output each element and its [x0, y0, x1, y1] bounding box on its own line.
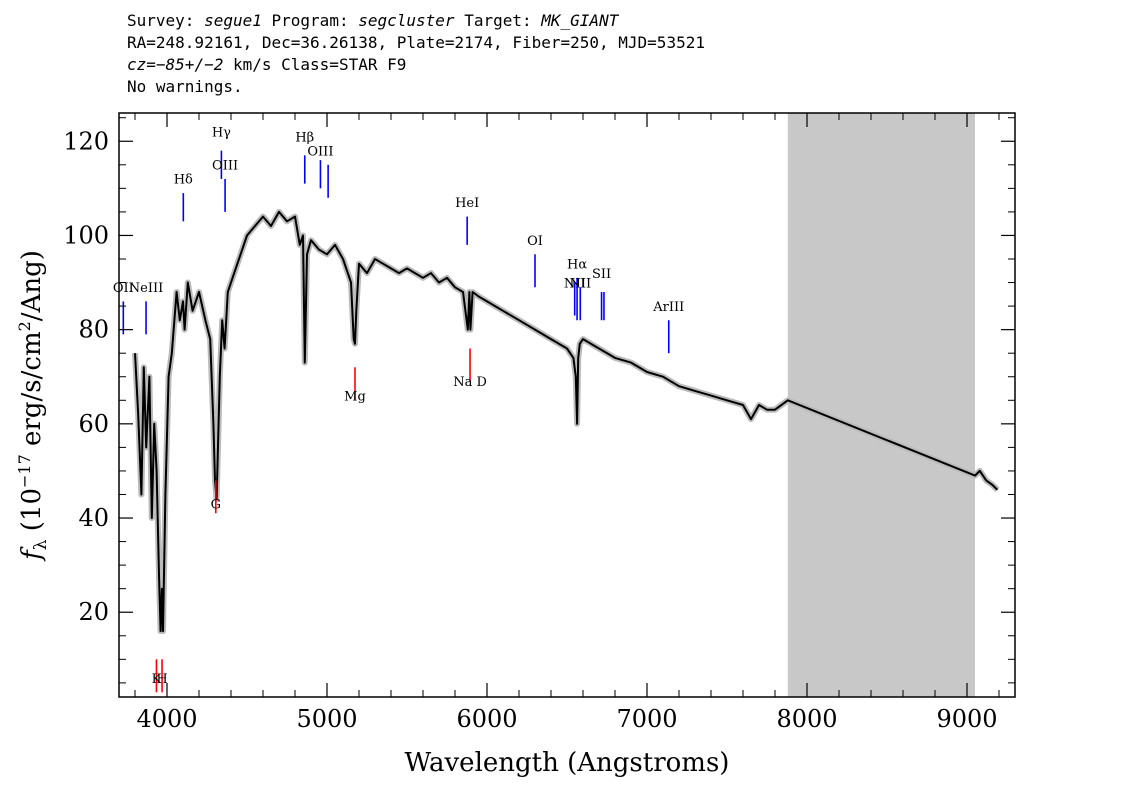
line-marker-label: Hδ: [174, 173, 193, 188]
x-tick-label: 5000: [296, 705, 357, 733]
x-tick-label: 8000: [776, 705, 837, 733]
line-marker-label: NII: [569, 276, 591, 291]
axis-ticks: 4000 5000 6000 7000 8000 9000 20 40 60 80 100 120: [63, 113, 1015, 733]
survey-label: Survey:: [127, 11, 195, 30]
program-value: segcluster: [358, 11, 455, 30]
line-marker-label: OIII: [212, 159, 238, 174]
masked-region: [787, 113, 975, 697]
y-tick-label: 100: [63, 221, 109, 249]
header-line-1: Survey: segue1 Program: segcluster Targe…: [127, 10, 705, 32]
y-axis-label-exp: −17: [15, 454, 34, 488]
y-tick-label: 80: [78, 316, 109, 344]
x-axis-label: Wavelength (Angstroms): [405, 748, 730, 778]
x-tick-label: 6000: [456, 705, 517, 733]
y-axis-label-unit2: erg/s/cm: [17, 331, 47, 454]
y-tick-label: 60: [78, 410, 109, 438]
survey-value: segue1: [204, 11, 262, 30]
y-tick-label: 120: [63, 127, 109, 155]
spectrum-line: [134, 210, 999, 633]
y-axis-label-unit3: /Ang): [17, 250, 47, 321]
line-marker-label: ArIII: [652, 300, 684, 315]
line-marker-label: Hα: [567, 257, 587, 272]
cz-value: −85+/−2: [155, 55, 224, 74]
y-axis-label-sub: λ: [31, 539, 51, 550]
line-marker-label: Na D: [453, 375, 487, 390]
y-axis-label-exp2: 2: [15, 321, 34, 331]
target-label: Target:: [464, 11, 532, 30]
line-marker-label: G: [211, 498, 221, 513]
x-tick-label: 4000: [136, 705, 197, 733]
line-marker-label: OIII: [307, 144, 333, 159]
spectrum-header: Survey: segue1 Program: segcluster Targe…: [127, 10, 705, 98]
header-line-4: No warnings.: [127, 77, 243, 96]
cz-rest: km/s Class=STAR F9: [223, 55, 407, 74]
line-marker-label: Mg: [344, 389, 366, 404]
line-marker-label: OII: [113, 281, 134, 296]
header-line-2: RA=248.92161, Dec=36.26138, Plate=2174, …: [127, 33, 705, 52]
cz-label: cz=: [127, 55, 156, 74]
spectrum-layer: [132, 208, 1000, 635]
header-line-3: cz=−85+/−2 km/s Class=STAR F9: [127, 54, 705, 76]
line-marker-label: Hγ: [212, 126, 231, 141]
line-marker-label: OI: [527, 234, 543, 249]
line-marker-label: H: [156, 672, 167, 687]
y-tick-label: 40: [78, 504, 109, 532]
line-marker-label: HeI: [455, 196, 479, 211]
x-tick-label: 9000: [936, 705, 997, 733]
line-marker-label: Hβ: [295, 130, 314, 145]
program-label: Program:: [271, 11, 349, 30]
y-axis-label: fλ (10−17 erg/s/cm2/Ang): [15, 250, 51, 562]
y-tick-label: 20: [78, 598, 109, 626]
line-marker-label: SII: [592, 267, 611, 282]
y-axis-label-unit1: (10: [17, 488, 47, 540]
plot-frame: [118, 112, 1016, 698]
x-tick-label: 7000: [616, 705, 677, 733]
line-marker-label: K: [152, 672, 162, 687]
target-value: MK_GIANT: [541, 11, 619, 30]
line-markers: OIINeIIIHδHγOIIIHβOIIIHeIOINIIHαNIISIIAr…: [113, 126, 684, 693]
line-marker-label: NeIII: [129, 281, 163, 296]
